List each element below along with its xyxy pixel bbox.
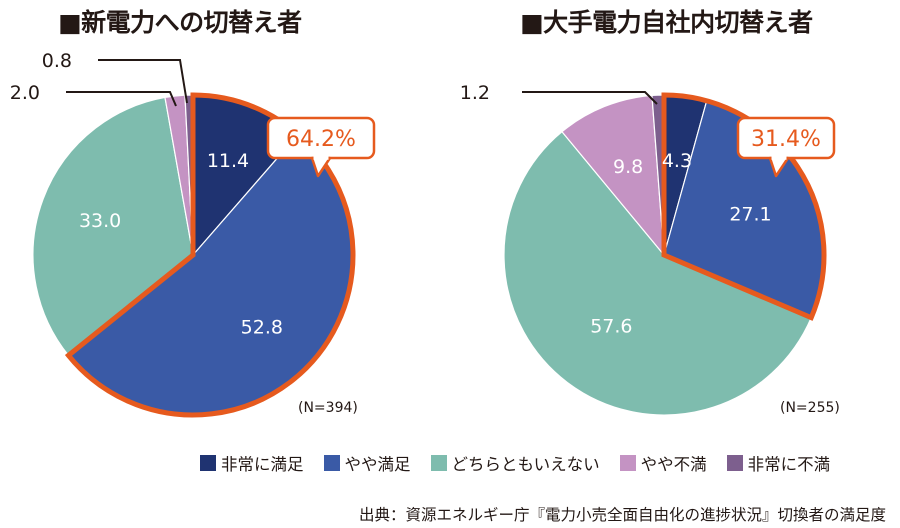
slice-label: 2.0 <box>10 82 40 104</box>
slice-label: 1.2 <box>460 82 490 104</box>
slice-label: 9.8 <box>613 156 643 178</box>
pie-chart-1: 4.3 27.1 57.6 9.8 1.2 31.4% (N=255) <box>460 82 840 416</box>
satisfied-highlight-outline <box>661 92 827 321</box>
chart-title-major-power: ■大手電力自社内切替え者 <box>520 8 813 37</box>
highlight-total-label: 64.2% <box>286 127 356 152</box>
slice-label: 11.4 <box>207 150 249 172</box>
legend-label: やや満足 <box>344 455 411 474</box>
slice-label: 52.8 <box>241 316 283 338</box>
pie-chart-0: 11.4 52.8 33.0 2.00.8 64.2% (N=394) <box>10 50 376 418</box>
legend-swatch <box>726 455 743 471</box>
slice-label: 33.0 <box>79 210 121 232</box>
legend-item-very-dissatisfied: 非常に不満 <box>726 451 831 475</box>
legend-item-neutral: どちらともいえない <box>430 451 600 475</box>
leader-line <box>98 59 188 104</box>
legend-label: 非常に満足 <box>221 455 304 474</box>
legend-swatch <box>430 455 447 471</box>
leader-line <box>522 91 658 105</box>
legend-label: やや不満 <box>640 455 707 474</box>
pie-slice <box>32 96 194 357</box>
legend-item-somewhat-satisfied: やや満足 <box>323 451 411 475</box>
leader-line <box>66 91 177 107</box>
legend-item-very-satisfied: 非常に満足 <box>200 451 304 475</box>
legend-swatch <box>323 455 340 471</box>
source-note: 出典：資源エネルギー庁『電力小売全面自由化の進捗状況』切換者の満足度 <box>358 506 886 524</box>
highlight-total-label: 31.4% <box>751 127 821 152</box>
chart-title-new-power: ■新電力への切替え者 <box>58 8 302 37</box>
legend-label: 非常に不満 <box>747 455 831 474</box>
slice-label: 0.8 <box>42 50 72 72</box>
slice-label: 57.6 <box>590 316 632 338</box>
legend: 非常に満足 やや満足 どちらともいえない やや不満 非常に不満 <box>200 451 830 475</box>
sample-size-label: (N=394) <box>298 400 358 416</box>
legend-item-somewhat-dissatisfied: やや不満 <box>619 451 707 475</box>
slice-label: 4.3 <box>662 150 692 172</box>
legend-label: どちらともいえない <box>451 455 600 474</box>
pie-slice <box>503 130 813 416</box>
legend-swatch <box>619 455 636 471</box>
slice-label: 27.1 <box>729 203 771 225</box>
legend-swatch <box>200 455 216 471</box>
sample-size-label: (N=255) <box>780 400 840 416</box>
